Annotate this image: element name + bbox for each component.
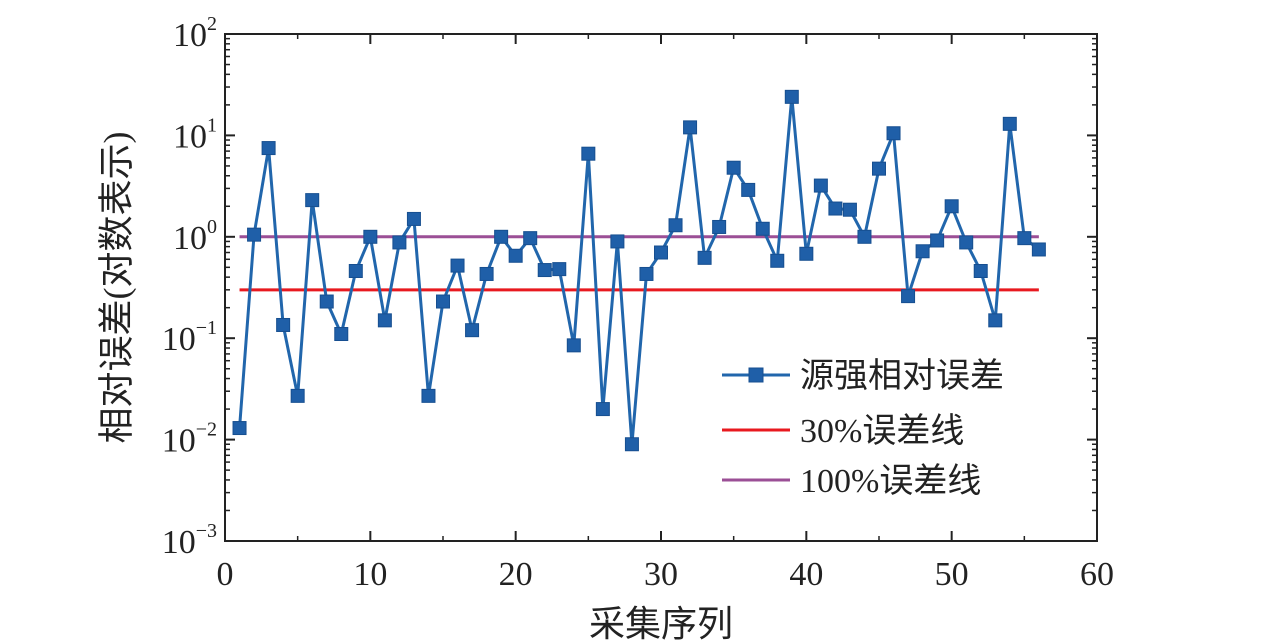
data-point-marker	[610, 234, 625, 249]
main-series	[232, 89, 1046, 452]
data-point-marker	[857, 229, 872, 244]
data-point-marker	[683, 120, 698, 135]
data-point-marker	[479, 266, 494, 281]
legend-label: 100%误差线	[800, 462, 981, 500]
data-point-marker	[944, 199, 959, 214]
x-tick-label: 30	[644, 556, 678, 593]
data-point-marker	[915, 244, 930, 259]
legend-label: 源强相对误差	[800, 357, 1004, 395]
axis-ticks	[224, 33, 1098, 542]
data-point-marker	[813, 178, 828, 193]
data-point-marker	[930, 233, 945, 248]
x-tick-label: 0	[217, 556, 234, 593]
data-point-marker	[1002, 116, 1017, 131]
data-point-marker	[552, 262, 567, 277]
data-point-marker	[334, 327, 349, 342]
x-tick-label: 20	[499, 556, 533, 593]
data-point-marker	[770, 253, 785, 268]
data-point-marker	[290, 388, 305, 403]
x-axis-title: 采集序列	[589, 604, 733, 644]
data-point-marker	[973, 263, 988, 278]
data-point-marker	[1031, 242, 1046, 257]
data-point-marker	[799, 246, 814, 261]
data-point-marker	[726, 160, 741, 175]
data-point-marker	[1017, 231, 1032, 246]
data-point-marker	[319, 294, 334, 309]
data-point-marker	[639, 266, 654, 281]
y-tick-label: 10−2	[162, 419, 217, 460]
data-point-marker	[348, 263, 363, 278]
x-tick-label: 10	[353, 556, 387, 593]
data-point-marker	[363, 229, 378, 244]
legend-label: 30%误差线	[800, 412, 964, 450]
data-point-marker	[842, 202, 857, 217]
data-point-marker	[741, 182, 756, 197]
plot-area	[224, 33, 1098, 542]
data-point-marker	[232, 421, 247, 436]
data-point-marker	[465, 323, 480, 338]
source-error-line	[238, 96, 1040, 445]
data-point-marker	[654, 245, 668, 260]
legend-marker	[748, 367, 764, 383]
data-point-marker	[959, 235, 974, 250]
data-point-marker	[566, 338, 581, 353]
data-point-marker	[901, 289, 916, 304]
data-point-marker	[392, 235, 407, 250]
data-point-marker	[537, 263, 552, 278]
y-tick-label: 100	[173, 216, 217, 257]
data-point-marker	[406, 211, 421, 226]
data-point-marker	[508, 248, 523, 263]
data-point-marker	[828, 201, 843, 216]
data-point-marker	[377, 313, 392, 328]
data-point-marker	[523, 231, 538, 246]
y-tick-label: 10−3	[162, 520, 217, 561]
data-point-marker	[886, 126, 901, 141]
y-tick-label: 102	[173, 13, 217, 54]
data-point-marker	[450, 258, 465, 273]
data-point-marker	[494, 229, 509, 244]
x-tick-label: 60	[1080, 556, 1114, 593]
data-point-marker	[261, 141, 276, 156]
data-point-marker	[247, 227, 262, 242]
x-tick-label: 50	[935, 556, 969, 593]
y-axis-title: 相对误差(对数表示)	[96, 132, 136, 444]
legend: 源强相对误差 30%误差线 100%误差线	[722, 357, 1004, 500]
data-point-marker	[697, 250, 712, 265]
data-point-marker	[436, 294, 450, 309]
x-tick-labels: 0 10 20 30 40 50 60	[217, 556, 1115, 593]
data-point-marker	[668, 218, 683, 233]
x-tick-label: 40	[789, 556, 823, 593]
data-point-marker	[421, 388, 436, 403]
y-tick-label: 10−1	[162, 317, 217, 358]
data-point-marker	[988, 313, 1003, 328]
data-point-marker	[624, 437, 639, 452]
data-point-marker	[305, 193, 320, 208]
data-point-marker	[784, 89, 799, 104]
data-point-marker	[581, 146, 596, 161]
data-point-marker	[712, 219, 727, 234]
data-point-marker	[276, 317, 291, 332]
y-tick-labels: 10−3 10−2 10−1 100 101 102	[162, 13, 217, 561]
data-point-marker	[755, 221, 770, 236]
y-tick-label: 101	[173, 114, 217, 155]
data-point-marker	[872, 161, 886, 176]
data-point-marker	[595, 402, 610, 417]
